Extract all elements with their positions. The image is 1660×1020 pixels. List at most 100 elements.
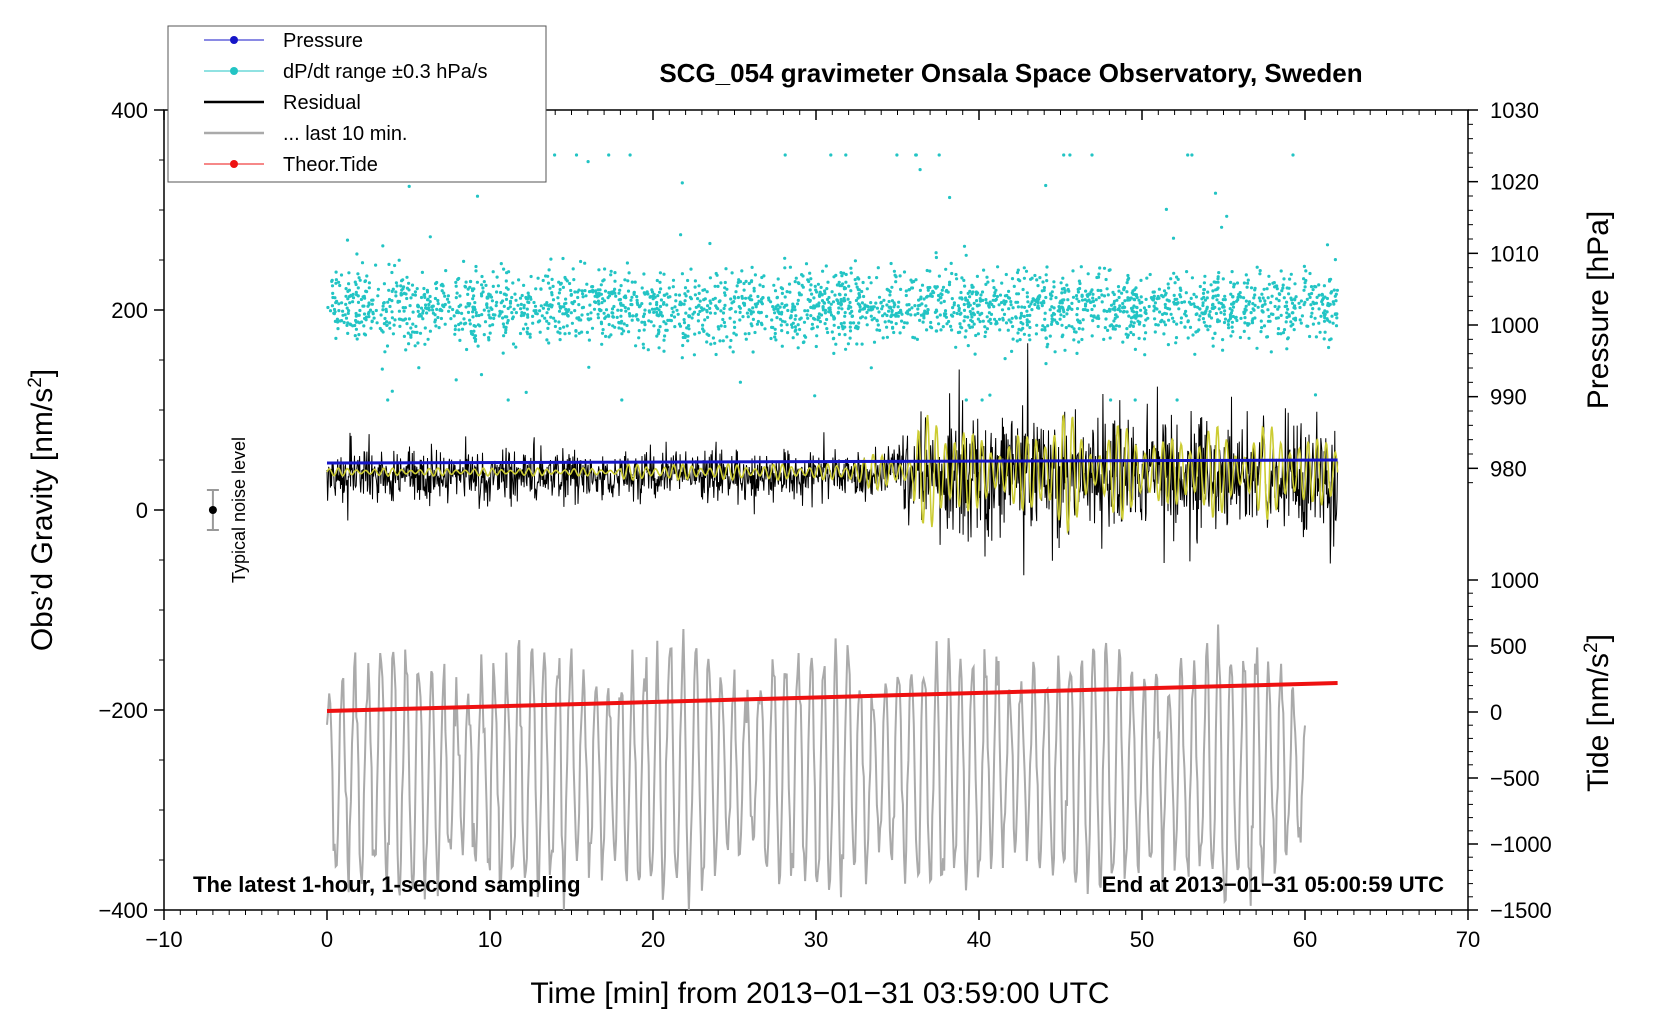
dpdt-point — [759, 310, 764, 315]
dpdt-point — [390, 270, 394, 275]
dpdt-point — [680, 181, 684, 185]
dpdt-point — [334, 278, 338, 282]
dpdt-point — [466, 302, 470, 306]
dpdt-point — [1090, 153, 1094, 157]
dpdt-point — [637, 305, 642, 309]
dpdt-point — [1105, 309, 1109, 313]
dpdt-point — [471, 297, 475, 301]
dpdt-point — [1104, 277, 1108, 282]
dpdt-point — [749, 294, 753, 298]
dpdt-point — [754, 305, 758, 309]
dpdt-point — [411, 293, 415, 297]
dpdt-point — [1168, 307, 1172, 311]
dpdt-point — [659, 310, 663, 314]
dpdt-point — [676, 312, 680, 316]
dpdt-point — [747, 308, 751, 312]
dpdt-point — [516, 303, 520, 307]
dpdt-point — [1216, 280, 1220, 284]
dpdt-point — [810, 322, 815, 326]
dpdt-point — [958, 312, 962, 316]
dpdt-point — [1011, 306, 1015, 310]
dpdt-point — [447, 309, 451, 313]
dpdt-point — [549, 257, 553, 261]
dpdt-point — [635, 298, 639, 302]
dpdt-point — [705, 340, 709, 344]
dpdt-point — [619, 284, 623, 288]
dpdt-point — [1305, 297, 1309, 301]
dpdt-point — [878, 328, 882, 332]
dpdt-point — [1102, 309, 1106, 313]
dpdt-point — [1117, 295, 1121, 300]
dpdt-point — [671, 285, 675, 289]
dpdt-point — [421, 309, 425, 313]
dpdt-point — [1083, 304, 1088, 308]
dpdt-point — [1040, 304, 1044, 308]
dpdt-point — [1056, 321, 1060, 326]
dpdt-point — [1302, 288, 1306, 292]
dpdt-point — [1074, 294, 1079, 298]
dpdt-point — [1033, 302, 1037, 307]
dpdt-point — [857, 288, 861, 292]
dpdt-point — [395, 284, 399, 288]
dpdt-point — [780, 344, 784, 348]
dpdt-point — [474, 314, 479, 318]
dpdt-point — [382, 322, 386, 326]
dpdt-point — [686, 278, 690, 283]
dpdt-point — [975, 303, 979, 307]
dpdt-point — [1285, 315, 1289, 319]
dpdt-point — [524, 390, 528, 394]
dpdt-point — [896, 305, 900, 309]
dpdt-point — [875, 319, 879, 323]
dpdt-point — [1267, 274, 1271, 278]
dpdt-point — [642, 346, 646, 350]
dpdt-point — [833, 293, 837, 297]
dpdt-point — [1243, 310, 1247, 314]
dpdt-point — [1263, 299, 1267, 303]
dpdt-point — [1114, 324, 1119, 328]
dpdt-point — [474, 269, 478, 273]
dpdt-point — [413, 344, 417, 348]
dpdt-point — [476, 344, 480, 348]
dpdt-point — [708, 311, 713, 315]
dpdt-point — [765, 314, 769, 318]
dpdt-point — [865, 310, 869, 314]
dpdt-point — [791, 336, 795, 340]
dpdt-point — [603, 267, 607, 271]
dpdt-point — [485, 305, 489, 310]
dpdt-point — [334, 336, 338, 340]
dpdt-point — [598, 309, 602, 313]
dpdt-point — [1067, 324, 1071, 328]
dpdt-point — [962, 278, 966, 282]
dpdt-point — [1279, 313, 1283, 317]
dpdt-point — [1125, 290, 1129, 294]
dpdt-point — [1162, 332, 1166, 336]
dpdt-point — [354, 327, 358, 331]
dpdt-point — [966, 315, 970, 319]
dpdt-point — [619, 308, 623, 312]
dpdt-point — [1231, 295, 1235, 299]
dpdt-point — [1075, 307, 1080, 311]
dpdt-point — [1225, 214, 1229, 218]
dpdt-point — [1214, 294, 1218, 298]
dpdt-point — [553, 324, 558, 329]
dpdt-point — [966, 291, 970, 295]
dpdt-point — [1060, 335, 1064, 339]
dpdt-point — [706, 304, 710, 308]
dpdt-point — [520, 293, 524, 298]
dpdt-point — [1332, 302, 1336, 306]
dpdt-point — [711, 336, 716, 340]
dpdt-point — [367, 302, 371, 307]
dpdt-point — [1115, 315, 1119, 319]
dpdt-point — [932, 291, 936, 295]
dpdt-point — [1194, 295, 1198, 299]
dpdt-point — [407, 342, 411, 346]
dpdt-point — [1251, 307, 1255, 311]
dpdt-point — [1211, 303, 1215, 307]
dpdt-point — [1118, 309, 1122, 313]
dpdt-point — [1117, 324, 1121, 328]
dpdt-point — [1260, 326, 1264, 330]
dpdt-point — [662, 338, 666, 342]
dpdt-point — [915, 337, 920, 341]
dpdt-point — [457, 322, 461, 327]
dpdt-point — [444, 269, 448, 273]
